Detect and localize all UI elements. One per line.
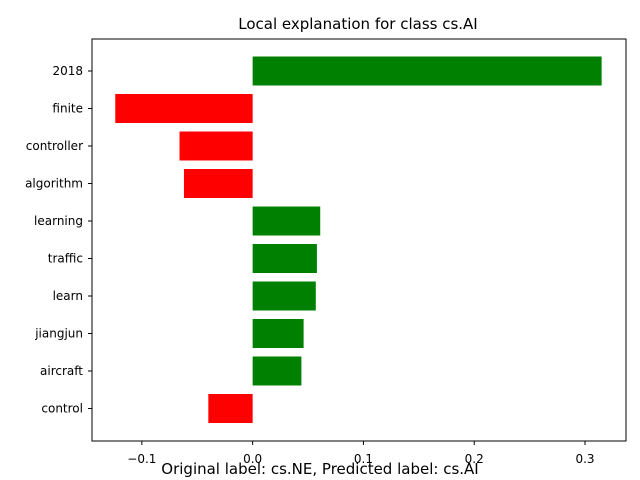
x-tick-label: 0.1 (354, 452, 373, 466)
bar-controller (179, 131, 253, 161)
bar-2018 (252, 56, 602, 86)
bar-control (208, 394, 253, 423)
plot-frame (91, 38, 627, 442)
bar-learning (252, 206, 321, 236)
x-axis-ticks: −0.1 0.0 0.1 0.2 0.3 (127, 441, 595, 466)
bar-aircraft (252, 356, 302, 386)
y-tick-label: learning (34, 214, 83, 228)
bar-algorithm (183, 169, 253, 198)
chart-title: Local explanation for class cs.AI (238, 15, 477, 33)
y-tick-label: aircraft (40, 364, 83, 378)
y-tick-label: control (41, 402, 83, 416)
bar-jiangjun (252, 319, 304, 348)
bar-finite (115, 94, 253, 123)
x-tick-label: 0.3 (575, 452, 594, 466)
y-tick-label: finite (52, 102, 83, 116)
x-tick-label: −0.1 (127, 452, 156, 466)
bars-group (115, 56, 602, 423)
y-tick-label: learn (53, 289, 83, 303)
y-tick-label: 2018 (52, 64, 83, 78)
y-axis-ticks: 2018 finite controller algorithm learning tra… (25, 64, 92, 416)
y-tick-label: algorithm (25, 177, 83, 191)
x-axis-label: Original label: cs.NE, Predicted label: … (161, 460, 478, 478)
x-tick-label: 0.2 (465, 452, 484, 466)
bar-traffic (252, 244, 317, 273)
y-tick-label: jiangjun (34, 327, 83, 341)
y-tick-label: traffic (48, 252, 83, 266)
y-tick-label: controller (26, 139, 83, 153)
bar-learn (252, 281, 316, 311)
x-tick-label: 0.0 (243, 452, 262, 466)
